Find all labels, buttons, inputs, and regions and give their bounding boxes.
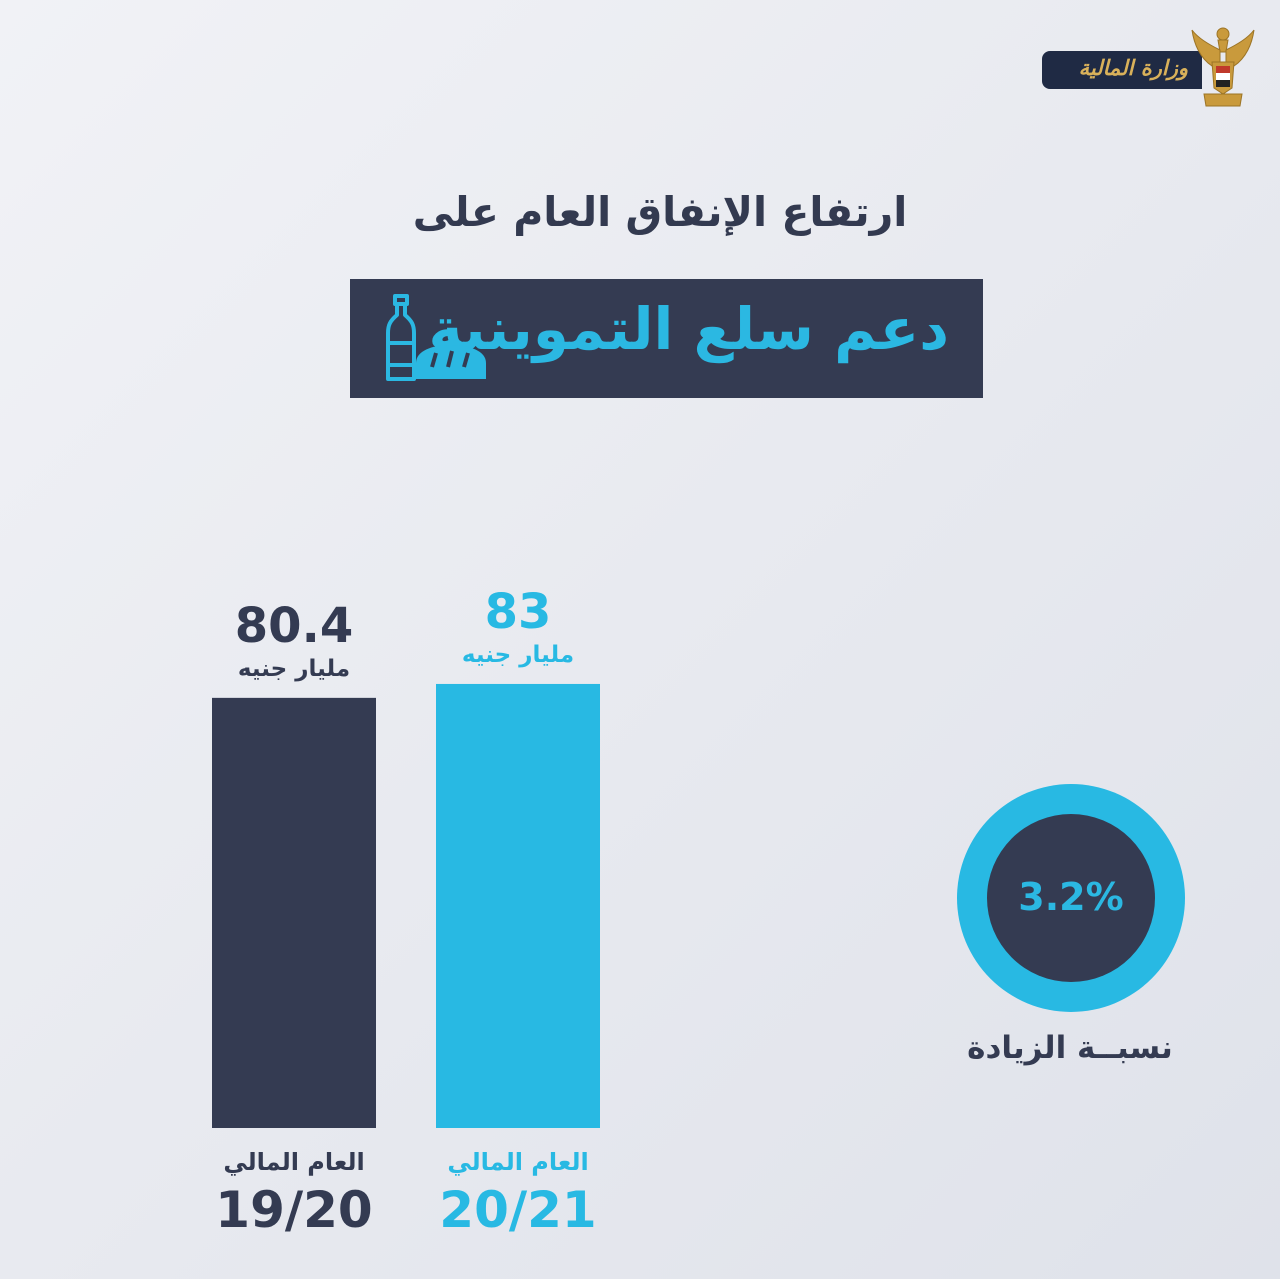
bar-value-label: 83 [485, 584, 552, 640]
ministry-name: وزارة المالية [1078, 55, 1188, 80]
chart-title: دعم سلع التموينية [428, 295, 949, 363]
title-box: دعم سلع التموينية [350, 279, 983, 398]
bar-value-label: 80.4 [235, 598, 353, 654]
increase-percentage: 3.2% [1018, 875, 1123, 919]
egypt-eagle-emblem-icon [1191, 27, 1255, 107]
category-caption: العام المالي [447, 1148, 588, 1176]
bar-19/20 [212, 697, 376, 1128]
ministry-logo-bar: وزارة المالية [1042, 51, 1202, 89]
bar-unit-label: مليار جنيه [238, 656, 350, 682]
headline: ارتفاع الإنفاق العام على [412, 188, 908, 236]
bar-unit-label: مليار جنيه [462, 642, 574, 668]
increase-ring-inner [987, 814, 1155, 982]
category-tick-label: 20/21 [439, 1181, 596, 1239]
bar-20/21 [436, 683, 600, 1128]
bread-and-oil-bottle-icon [386, 294, 486, 381]
category-tick-label: 19/20 [215, 1181, 372, 1239]
increase-label: نسبــة الزيادة [967, 1030, 1173, 1066]
increase-ring: 3.2% [957, 784, 1185, 1012]
category-caption: العام المالي [223, 1148, 364, 1176]
